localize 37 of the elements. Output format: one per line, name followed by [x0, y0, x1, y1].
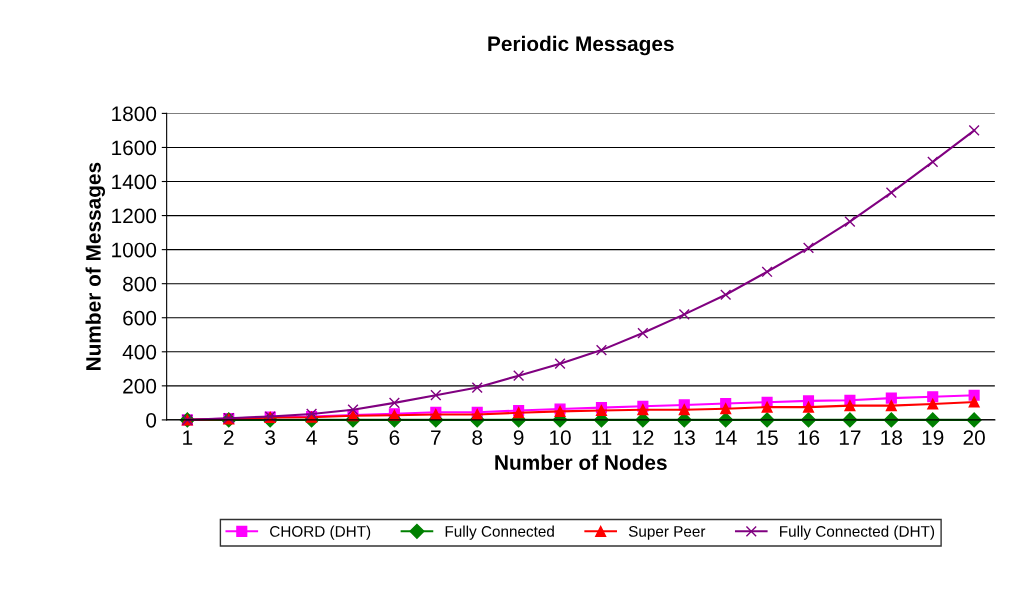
y-tick-label: 0 [146, 412, 157, 428]
y-tick-label: 1400 [112, 174, 157, 190]
y-tick-label: 1000 [112, 242, 157, 258]
chart-title: Periodic Messages [488, 35, 674, 56]
x-tick-label: 12 [632, 430, 654, 445]
x-tick-label: 9 [513, 430, 524, 445]
x-tick-label: 17 [839, 430, 861, 445]
y-tick-label: 600 [123, 310, 157, 326]
x-tick-label: 15 [757, 430, 778, 445]
y-tick-label: 800 [123, 276, 157, 292]
y-axis-title: Number of Messages [85, 162, 106, 371]
x-tick-label: 7 [431, 430, 441, 445]
x-tick-label: 11 [592, 430, 612, 445]
legend-label: CHORD (DHT) [270, 525, 371, 540]
x-tick-label: 18 [881, 430, 903, 445]
x-tick-label: 16 [798, 430, 820, 445]
x-tick-label: 8 [472, 430, 483, 445]
x-tick-label: 20 [963, 430, 985, 445]
x-tick-label: 19 [922, 430, 944, 445]
x-tick-label: 4 [306, 430, 317, 445]
legend-label: Fully Connected (DHT) [780, 525, 935, 540]
y-tick-label: 400 [122, 344, 157, 360]
y-tick-label: 1600 [112, 140, 157, 156]
y-tick-label: 1200 [112, 208, 157, 224]
x-tick-label: 13 [674, 430, 695, 445]
y-tick-label: 200 [123, 378, 157, 394]
legend-label: Fully Connected [445, 525, 554, 540]
x-tick-label: 10 [550, 430, 571, 445]
x-tick-label: 14 [715, 430, 737, 445]
x-tick-label: 3 [265, 430, 276, 445]
x-tick-label: 6 [389, 430, 400, 445]
x-axis-title: Number of Nodes [495, 454, 667, 470]
x-tick-label: 2 [224, 430, 234, 445]
x-tick-label: 1 [183, 430, 193, 445]
legend-label: Super Peer [628, 526, 706, 540]
y-tick-label: 1800 [112, 106, 157, 122]
x-tick-label: 5 [348, 430, 358, 445]
